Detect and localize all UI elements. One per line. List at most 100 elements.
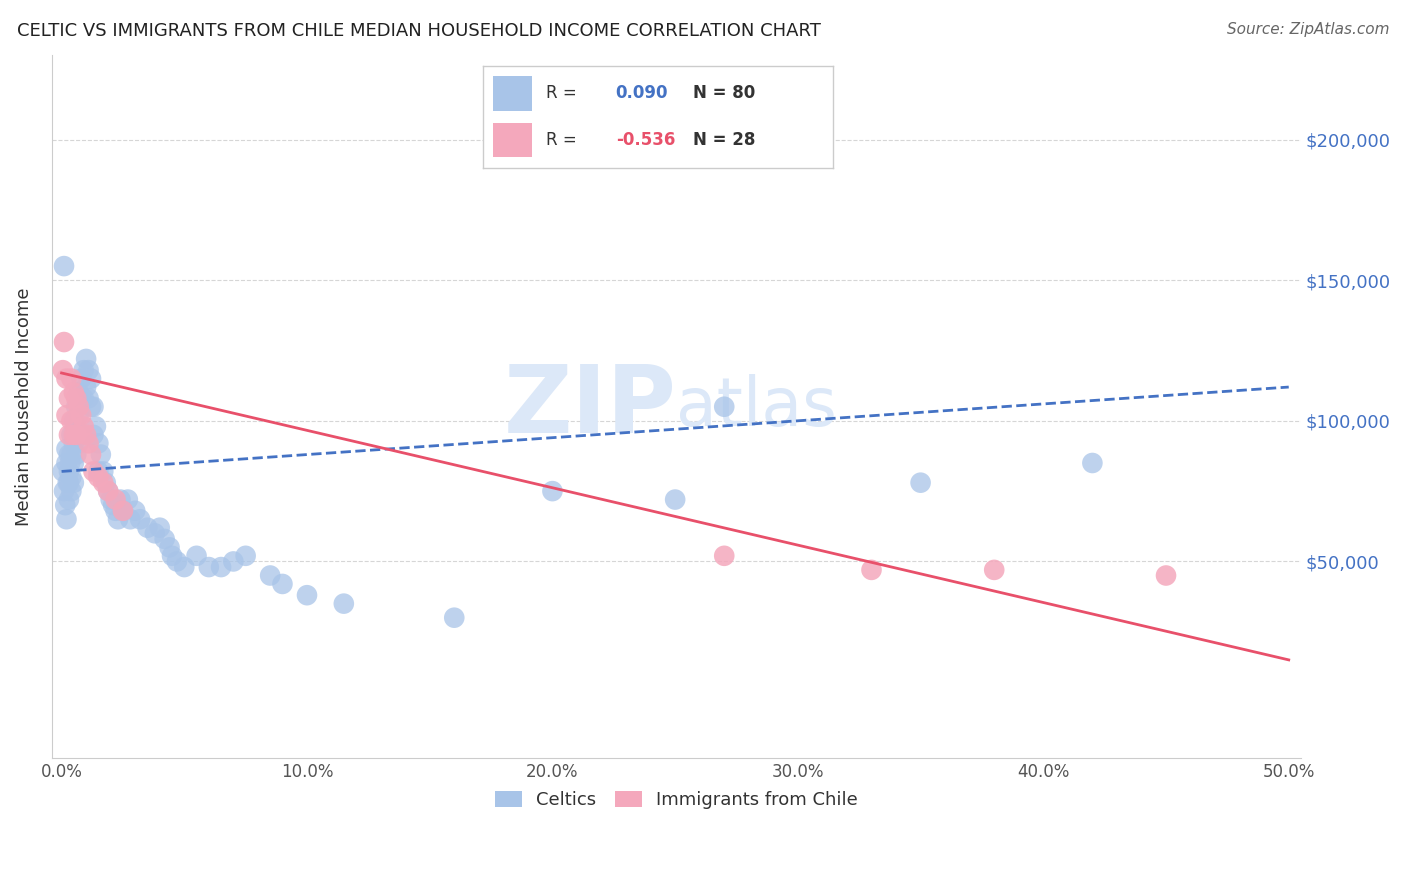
Point — [63, 475, 86, 490]
Point — [53, 484, 76, 499]
Point — [259, 568, 281, 582]
Point — [77, 392, 100, 406]
Point — [63, 414, 86, 428]
Point — [80, 400, 103, 414]
Point — [59, 456, 82, 470]
Point — [117, 492, 139, 507]
Point — [143, 526, 166, 541]
Point — [58, 428, 80, 442]
Point — [53, 259, 76, 273]
Point — [70, 371, 93, 385]
Point — [910, 475, 932, 490]
Point — [63, 428, 86, 442]
Point — [87, 470, 110, 484]
Point — [63, 436, 86, 450]
Point — [100, 492, 122, 507]
Point — [72, 419, 94, 434]
Point — [101, 498, 124, 512]
Point — [111, 504, 134, 518]
Text: Source: ZipAtlas.com: Source: ZipAtlas.com — [1226, 22, 1389, 37]
Point — [63, 385, 86, 400]
Point — [87, 465, 110, 479]
Text: ZIP: ZIP — [503, 360, 676, 453]
Point — [65, 392, 87, 406]
Point — [58, 492, 80, 507]
Point — [91, 475, 114, 490]
Point — [77, 436, 100, 450]
Point — [1081, 456, 1104, 470]
Point — [111, 504, 134, 518]
Point — [107, 512, 129, 526]
Legend: Celtics, Immigrants from Chile: Celtics, Immigrants from Chile — [488, 783, 865, 816]
Point — [541, 484, 564, 499]
Point — [173, 560, 195, 574]
Point — [295, 588, 318, 602]
Point — [129, 512, 152, 526]
Point — [56, 475, 79, 490]
Point — [52, 465, 75, 479]
Point — [713, 549, 735, 563]
Point — [55, 512, 77, 526]
Point — [97, 484, 120, 499]
Point — [82, 428, 104, 442]
Point — [77, 363, 100, 377]
Point — [67, 436, 90, 450]
Point — [713, 400, 735, 414]
Point — [333, 597, 356, 611]
Point — [70, 428, 93, 442]
Point — [67, 400, 90, 414]
Text: atlas: atlas — [676, 374, 837, 440]
Point — [65, 428, 87, 442]
Point — [53, 334, 76, 349]
Point — [60, 470, 83, 484]
Point — [60, 414, 83, 428]
Point — [104, 504, 127, 518]
Point — [222, 554, 245, 568]
Point — [84, 419, 107, 434]
Point — [58, 392, 80, 406]
Point — [58, 448, 80, 462]
Point — [52, 363, 75, 377]
Point — [82, 465, 104, 479]
Point — [159, 541, 181, 555]
Point — [91, 465, 114, 479]
Point — [70, 392, 93, 406]
Point — [70, 408, 93, 422]
Point — [60, 428, 83, 442]
Point — [124, 504, 146, 518]
Point — [75, 428, 97, 442]
Point — [153, 532, 176, 546]
Point — [67, 408, 90, 422]
Point — [65, 448, 87, 462]
Point — [72, 363, 94, 377]
Point — [58, 475, 80, 490]
Point — [72, 392, 94, 406]
Point — [104, 492, 127, 507]
Point — [58, 465, 80, 479]
Point — [235, 549, 257, 563]
Point — [149, 521, 172, 535]
Point — [53, 498, 76, 512]
Point — [80, 448, 103, 462]
Point — [55, 371, 77, 385]
Point — [67, 385, 90, 400]
Point — [63, 456, 86, 470]
Point — [87, 436, 110, 450]
Point — [82, 400, 104, 414]
Point — [166, 554, 188, 568]
Point — [160, 549, 183, 563]
Point — [271, 577, 294, 591]
Point — [664, 492, 686, 507]
Point — [55, 408, 77, 422]
Point — [136, 521, 159, 535]
Point — [90, 448, 112, 462]
Point — [443, 610, 465, 624]
Point — [60, 448, 83, 462]
Point — [209, 560, 232, 574]
Point — [860, 563, 883, 577]
Y-axis label: Median Household Income: Median Household Income — [15, 287, 32, 526]
Point — [60, 484, 83, 499]
Point — [94, 475, 117, 490]
Point — [110, 492, 132, 507]
Point — [60, 371, 83, 385]
